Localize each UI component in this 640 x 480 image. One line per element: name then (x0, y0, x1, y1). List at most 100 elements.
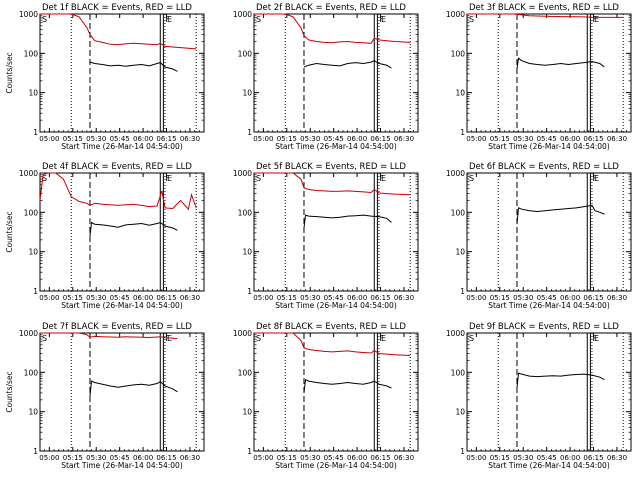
series-events-line (516, 57, 605, 70)
plot-frame (253, 172, 419, 292)
y-tick-label: 10 (242, 89, 252, 98)
x-tick-label: 05:00 (466, 454, 486, 462)
x-tick-label: 05:45 (110, 454, 130, 462)
x-tick-label: 06:15 (583, 135, 603, 143)
x-tick-label: 06:30 (180, 294, 200, 302)
x-tick-label: 05:45 (537, 135, 557, 143)
x-axis-label: Start Time (26-Mar-14 04:54:00) (61, 301, 183, 310)
panel-det-3f: Det 3f BLACK = Events, RED = LLD 1 10 100 10… (446, 3, 632, 151)
series-lld-line (254, 13, 411, 44)
x-tick-label: 06:00 (560, 294, 580, 302)
flare-marker-label: F (165, 334, 170, 343)
end-marker-label: E (594, 334, 599, 343)
panel-det-9f: Det 9f BLACK = Events, RED = LLD 1 10 100 10… (446, 322, 632, 470)
start-marker-label: S (256, 334, 261, 343)
y-tick-label: 100 (451, 368, 466, 377)
y-tick-label: 1 (247, 447, 252, 456)
y-tick-label: 100 (238, 208, 253, 217)
x-tick-label: 06:30 (607, 294, 627, 302)
y-tick-label: 10 (242, 248, 252, 257)
panel-det-6f: Det 6f BLACK = Events, RED = LLD 1 10 100 10… (446, 162, 632, 310)
x-tick-label: 05:30 (513, 135, 533, 143)
x-tick-label: 05:15 (277, 454, 297, 462)
x-tick-label: 05:30 (86, 135, 106, 143)
x-tick-label: 06:00 (133, 294, 153, 302)
series-lld-line (254, 332, 411, 356)
y-tick-label: 1000 (19, 10, 38, 19)
y-tick-label: 1000 (446, 329, 465, 338)
panel-title: Det 5f BLACK = Events, RED = LLD (256, 162, 406, 172)
plot-frame (39, 13, 205, 133)
x-tick-label: 05:15 (63, 454, 83, 462)
y-tick-label: 100 (451, 49, 466, 58)
panel-det-4f: Det 4f BLACK = Events, RED = LLD 1 10 100 10… (5, 162, 205, 310)
x-tick-label: 05:45 (110, 135, 130, 143)
panel-title: Det 1f BLACK = Events, RED = LLD (42, 3, 192, 13)
y-axis-label: Counts/sec (5, 371, 14, 412)
y-tick-label: 100 (24, 208, 39, 217)
series-events-line (303, 60, 392, 69)
x-tick-label: 06:30 (394, 135, 414, 143)
end-marker-label: E (167, 334, 172, 343)
y-tick-label: 1 (460, 287, 465, 296)
series-lld-line (254, 172, 411, 196)
y-tick-label: 1 (33, 287, 38, 296)
y-tick-label: 10 (455, 248, 465, 257)
y-tick-label: 10 (28, 408, 38, 417)
panel-det-8f: Det 8f BLACK = Events, RED = LLD 1 10 100 10… (233, 322, 419, 470)
x-axis-label: Start Time (26-Mar-14 04:54:00) (61, 142, 183, 151)
y-tick-label: 1000 (233, 329, 252, 338)
panel-title: Det 3f BLACK = Events, RED = LLD (469, 3, 619, 13)
y-axis-label: Counts/sec (5, 211, 14, 252)
x-tick-label: 05:00 (466, 294, 486, 302)
y-tick-label: 1000 (19, 329, 38, 338)
series-lld-line (467, 13, 624, 18)
x-axis-label: Start Time (26-Mar-14 04:54:00) (275, 461, 397, 470)
panel-det-7f: Det 7f BLACK = Events, RED = LLD 1 10 100 10… (5, 322, 205, 470)
end-marker-label: E (167, 15, 172, 24)
start-marker-label: S (42, 334, 47, 343)
panel-title: Det 6f BLACK = Events, RED = LLD (469, 162, 619, 172)
x-tick-label: 06:00 (560, 454, 580, 462)
x-tick-label: 05:15 (490, 454, 510, 462)
end-marker-label: E (381, 174, 386, 183)
plot-frame (253, 332, 419, 452)
x-tick-label: 06:30 (180, 454, 200, 462)
x-tick-label: 06:30 (607, 135, 627, 143)
x-tick-label: 05:45 (537, 294, 557, 302)
x-tick-label: 06:00 (347, 454, 367, 462)
series-events-line (303, 214, 392, 229)
y-tick-label: 1 (460, 447, 465, 456)
panel-det-5f: Det 5f BLACK = Events, RED = LLD 1 10 100 10… (233, 162, 419, 310)
series-events-line (516, 204, 605, 225)
x-tick-label: 05:45 (110, 294, 130, 302)
x-tick-label: 05:30 (86, 454, 106, 462)
x-tick-label: 05:45 (537, 454, 557, 462)
plot-frame (39, 332, 205, 452)
flare-marker-label: F (165, 15, 170, 24)
start-marker-label: S (256, 15, 261, 24)
x-tick-label: 05:15 (490, 294, 510, 302)
panel-title: Det 8f BLACK = Events, RED = LLD (256, 322, 406, 332)
x-tick-label: 06:15 (156, 454, 176, 462)
flare-marker-label: F (592, 334, 597, 343)
x-tick-label: 06:30 (607, 454, 627, 462)
x-tick-label: 05:30 (513, 294, 533, 302)
flare-marker-label: F (592, 15, 597, 24)
x-tick-label: 06:15 (583, 294, 603, 302)
y-tick-label: 100 (238, 368, 253, 377)
x-tick-label: 05:00 (39, 135, 59, 143)
x-tick-label: 05:00 (253, 135, 273, 143)
x-tick-label: 06:15 (370, 135, 390, 143)
x-tick-label: 06:00 (560, 135, 580, 143)
x-tick-label: 06:15 (156, 294, 176, 302)
x-axis-label: Start Time (26-Mar-14 04:54:00) (61, 461, 183, 470)
x-tick-label: 06:00 (347, 135, 367, 143)
x-tick-label: 05:30 (300, 454, 320, 462)
x-tick-label: 06:15 (156, 135, 176, 143)
y-tick-label: 1000 (446, 10, 465, 19)
x-tick-label: 05:30 (300, 135, 320, 143)
x-tick-label: 06:30 (180, 135, 200, 143)
y-tick-label: 1000 (446, 169, 465, 178)
